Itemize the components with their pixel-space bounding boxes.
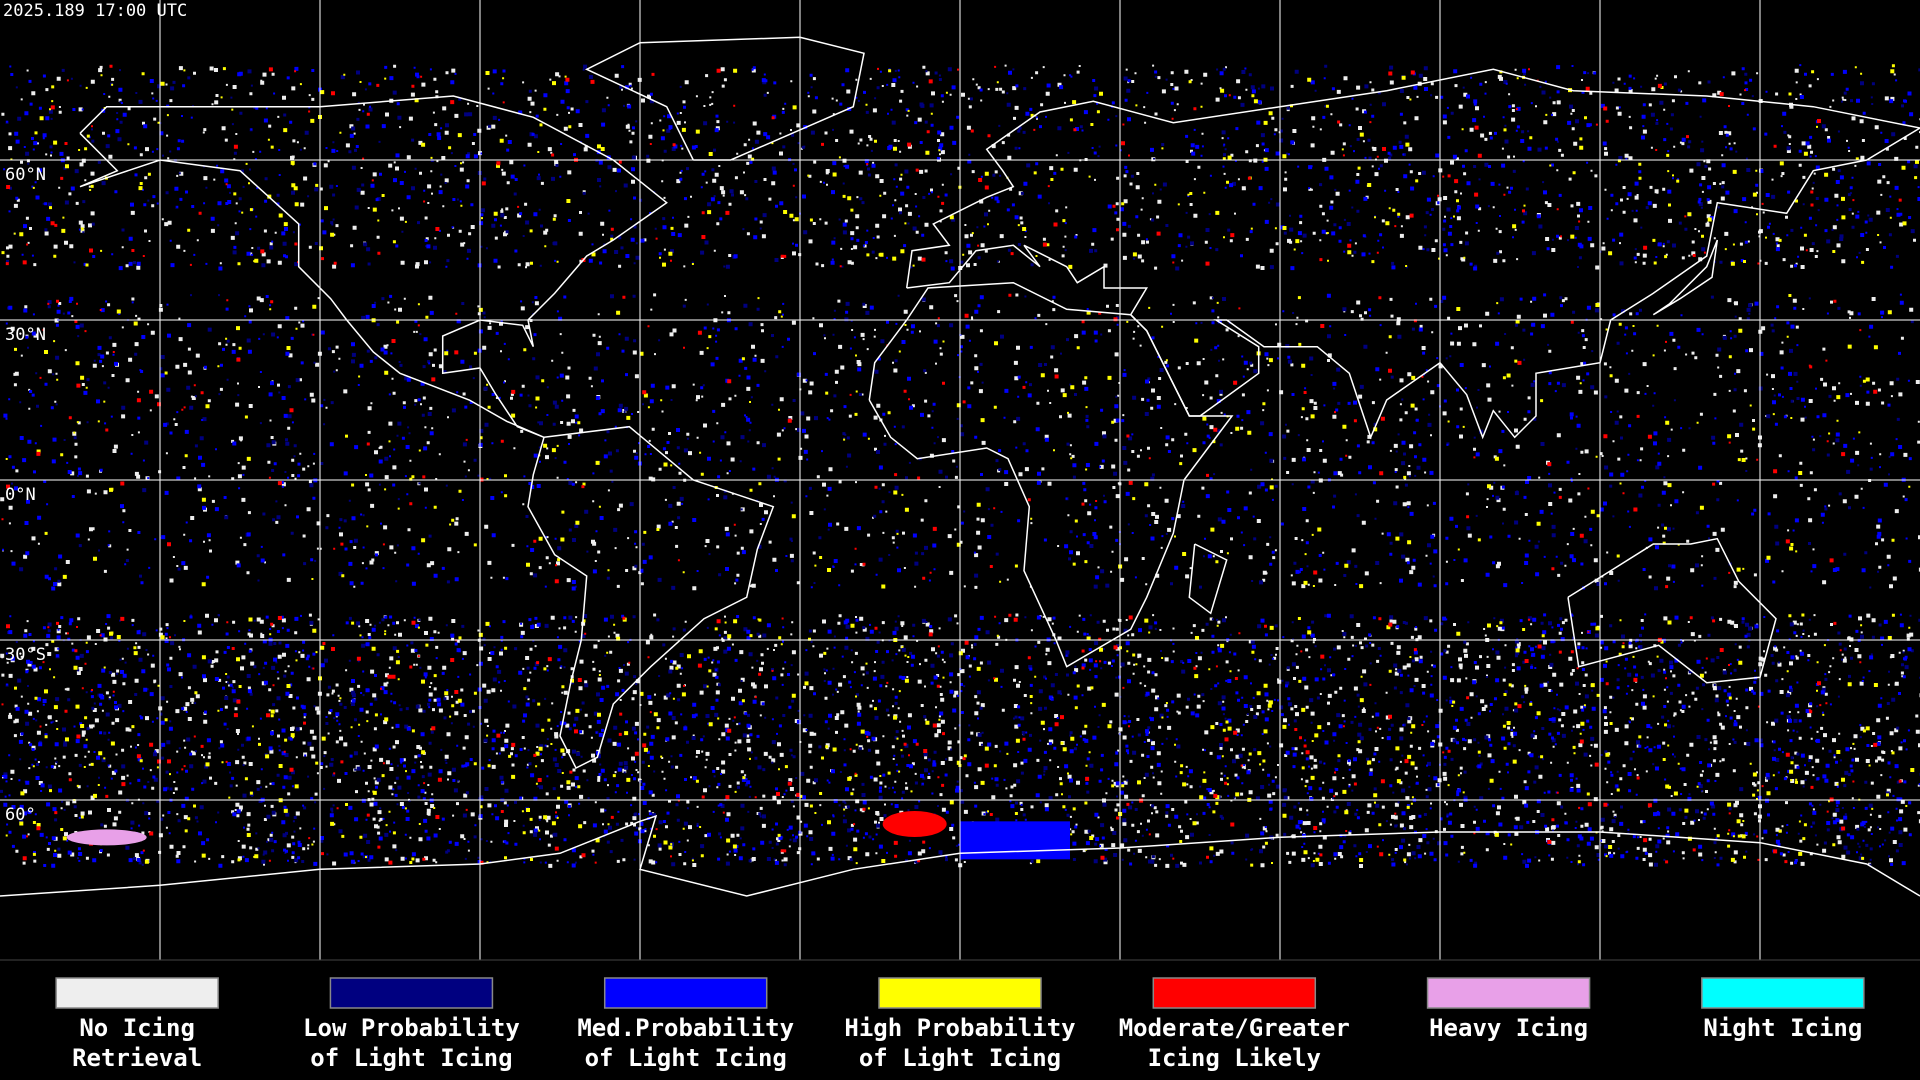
- legend-label: Night Icing: [1703, 1014, 1862, 1042]
- timestamp: 2025.189 17:00 UTC: [3, 1, 187, 21]
- latitude-label: 30°S: [5, 645, 46, 665]
- legend-label: of Light Icing: [585, 1044, 787, 1072]
- coastline: [79, 95, 668, 438]
- coastline: [1652, 239, 1719, 316]
- legend-label: High Probability: [844, 1014, 1075, 1042]
- coastline: [868, 281, 1234, 668]
- coastline: [1567, 537, 1777, 684]
- latitude-label: 60°N: [5, 165, 46, 185]
- latitude-labels: 60°N 30°N 0°N 30°S 60°: [5, 165, 46, 825]
- latitude-label: 30°N: [5, 325, 46, 345]
- legend-swatch: [329, 977, 494, 1009]
- graticule: [0, 0, 1920, 961]
- legend-label: No Icing: [79, 1014, 195, 1042]
- legend-swatch: [878, 977, 1042, 1009]
- legend-swatch: [55, 977, 219, 1009]
- legend-label: Retrieval: [72, 1044, 202, 1072]
- legend-swatch: [1152, 977, 1317, 1009]
- icing-patch: [66, 829, 147, 846]
- latitude-label: 0°N: [5, 485, 36, 505]
- legend-swatch: [1426, 977, 1591, 1009]
- legend-swatch: [1701, 977, 1865, 1009]
- icing-patch: [960, 821, 1070, 860]
- legend-swatch: [603, 977, 768, 1009]
- icing-field: [0, 64, 1920, 868]
- legend-label: Med.Probability: [577, 1014, 794, 1042]
- latitude-label: 60°: [5, 805, 36, 825]
- legend-label: of Light Icing: [859, 1044, 1061, 1072]
- coastline: [527, 425, 775, 770]
- legend-label: Moderate/Greater: [1119, 1014, 1350, 1042]
- legend-label: of Light Icing: [310, 1044, 512, 1072]
- coastline: [1188, 543, 1228, 615]
- icing-pixels: [2, 64, 1920, 868]
- legend-label: Icing Likely: [1148, 1044, 1321, 1072]
- legend-label: Heavy Icing: [1429, 1014, 1588, 1042]
- icing-patch: [882, 811, 947, 837]
- legend-label: Low Probability: [303, 1014, 520, 1042]
